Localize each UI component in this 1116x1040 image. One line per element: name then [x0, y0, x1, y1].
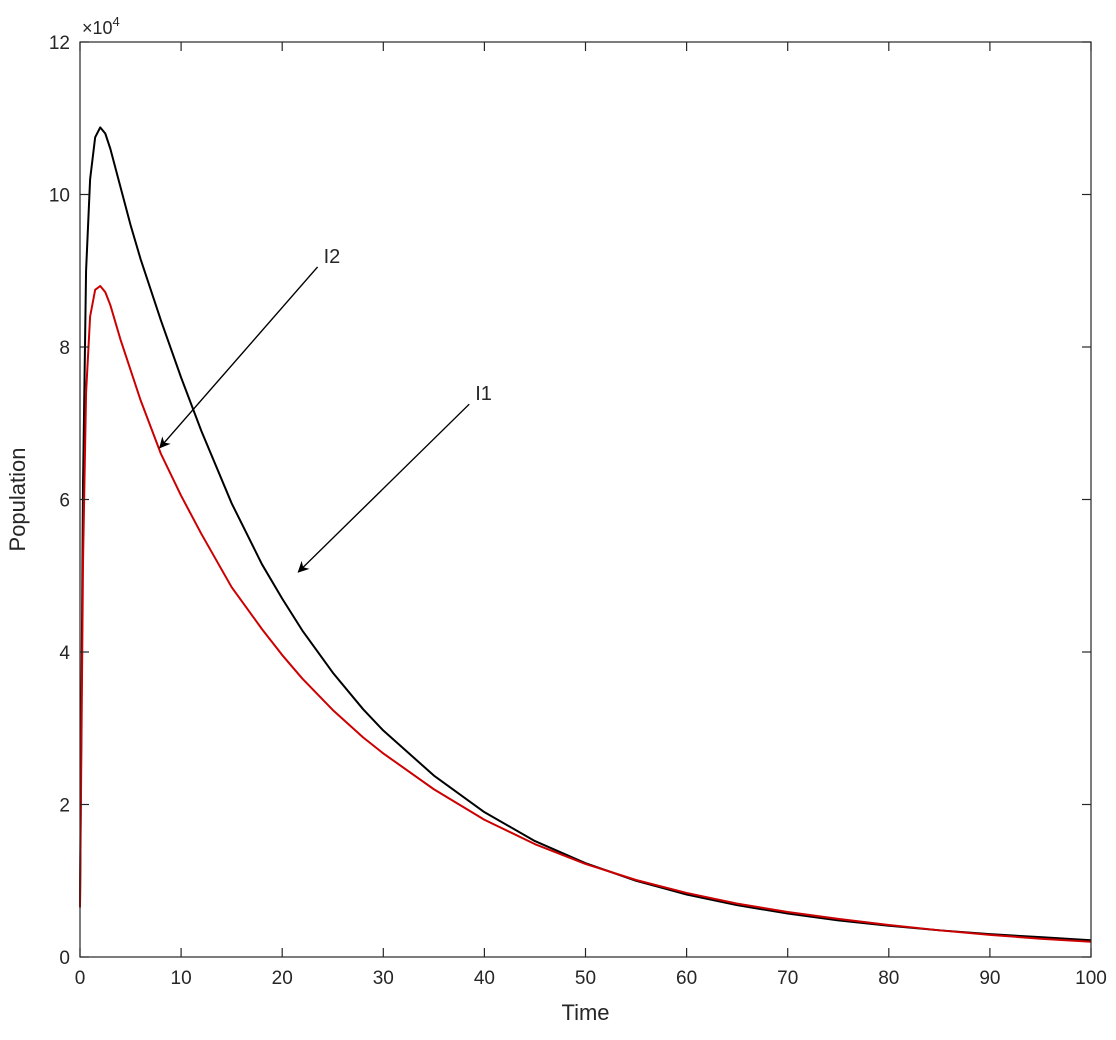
- x-tick-label: 100: [1075, 968, 1107, 989]
- y-exponent-label: ×104: [82, 14, 120, 38]
- x-tick-label: 20: [272, 968, 293, 989]
- y-tick-label: 8: [59, 338, 70, 359]
- series-line-i2: [79, 285, 1092, 943]
- y-tick-label: 2: [59, 796, 70, 817]
- y-tick-label: 4: [59, 643, 70, 664]
- x-tick-label: 30: [373, 968, 394, 989]
- annotation-label: I1: [475, 383, 492, 405]
- x-tick-label: 60: [676, 968, 697, 989]
- y-tick-label: 6: [59, 491, 70, 512]
- y-tick-label: 12: [49, 33, 70, 54]
- annotation-layer: I2 I1: [159, 246, 492, 573]
- x-tick-label: 10: [171, 968, 192, 989]
- x-tick-label: 40: [474, 968, 495, 989]
- y-exponent-power: 4: [113, 14, 120, 29]
- series-layer: [79, 126, 1092, 943]
- y-exponent-base: ×10: [82, 18, 113, 38]
- y-tick-label: 0: [59, 948, 70, 969]
- x-axis-title: Time: [561, 1000, 609, 1025]
- annotation-arrow: [159, 266, 319, 449]
- y-axis-title: Population: [5, 448, 30, 552]
- series-line-i1: [79, 126, 1092, 942]
- x-tick-label: 50: [575, 968, 596, 989]
- x-tick-label: 0: [75, 968, 86, 989]
- axes-layer: 0 10 20 30 40 50 60 70 80 90 100 0 2 4 6 8 10 12: [49, 33, 1107, 989]
- annotation-label: I2: [324, 246, 341, 268]
- plot-area: [80, 42, 1091, 957]
- annotation-arrow: [297, 403, 470, 573]
- y-tick-label: 10: [49, 186, 70, 207]
- x-tick-label: 70: [777, 968, 798, 989]
- x-tick-label: 80: [878, 968, 899, 989]
- x-tick-label: 90: [979, 968, 1000, 989]
